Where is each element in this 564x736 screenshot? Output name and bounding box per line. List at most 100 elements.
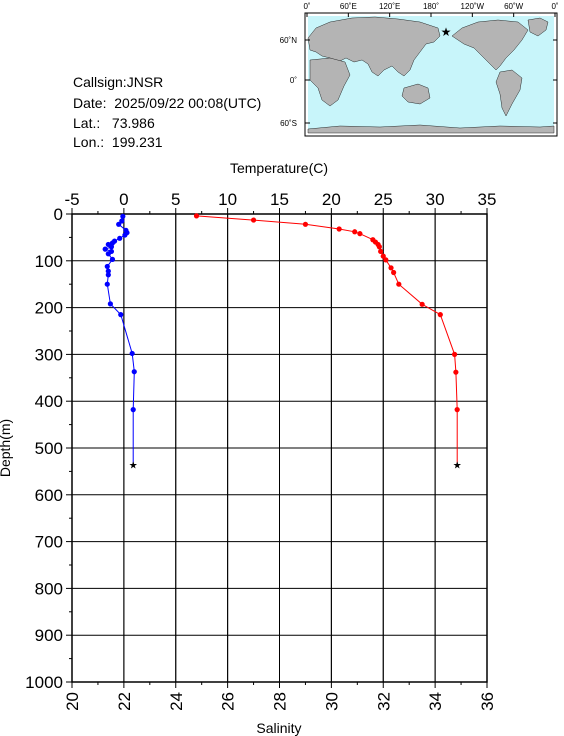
temperature-point <box>119 218 125 224</box>
salinity-tick-label: 24 <box>167 692 186 711</box>
salinity-point <box>454 407 460 413</box>
salinity-tick-label: 36 <box>478 692 497 711</box>
land-africa <box>309 57 351 107</box>
temperature-point <box>107 301 113 307</box>
salinity-point <box>388 265 394 271</box>
salinity-point <box>370 237 376 243</box>
salinity-point <box>193 213 200 219</box>
callsign-label: Callsign: <box>73 74 127 90</box>
land-greenland <box>527 17 549 37</box>
map-top-label: 120˚W <box>461 2 485 11</box>
land-south-america <box>495 69 523 117</box>
temperature-point <box>117 235 123 241</box>
temperature-point <box>109 256 116 262</box>
salinity-point-star: ★ <box>453 460 462 471</box>
temperature-point <box>111 238 118 244</box>
temperature-tick-label: 25 <box>374 190 393 209</box>
temperature-point <box>108 248 115 255</box>
land-antarctica <box>307 124 555 134</box>
land-north-america <box>451 19 529 71</box>
plot-frame <box>71 213 488 683</box>
depth-tick-labels: 0 100 200 300 400 500 600 700 800 900 1000 <box>25 205 63 692</box>
salinity-point <box>383 257 389 263</box>
salinity-point <box>419 301 425 307</box>
temperature-tick-labels: -5 0 5 10 15 20 25 30 35 <box>64 190 496 209</box>
land-australia <box>401 83 431 105</box>
map-side-label: 60˚S <box>280 119 297 128</box>
temperature-point <box>104 281 110 287</box>
map-side-label: 0˚ <box>290 76 297 85</box>
map-top-label: 0˚ <box>303 2 310 11</box>
temperature-point <box>116 221 122 227</box>
chart-grid <box>71 213 488 683</box>
lon-label: Lon.: <box>73 134 105 150</box>
lat-label: Lat.: <box>73 115 101 131</box>
temperature-series-line <box>103 216 135 465</box>
temperature-point <box>129 350 135 357</box>
temperature-point <box>105 251 111 257</box>
top-axis-label: Temperature(C) <box>230 160 328 176</box>
temperature-tick-label: 35 <box>478 190 497 209</box>
temperature-point-star: ★ <box>129 460 138 471</box>
callsign-value: JNSR <box>126 74 164 90</box>
salinity-point <box>391 269 397 276</box>
salinity-tick-label: 28 <box>271 692 290 711</box>
temperature-point <box>120 213 126 219</box>
salinity-tick-label: 22 <box>115 692 134 711</box>
temperature-tick-label: 15 <box>270 190 289 209</box>
map-side-labels: 60˚N 0˚ 60˚S <box>280 36 298 128</box>
temperature-point <box>108 244 115 250</box>
temperature-point <box>109 240 116 246</box>
depth-tick-label: 400 <box>35 392 63 411</box>
depth-tick-label: 0 <box>54 205 63 224</box>
chart-minor-ticks <box>66 208 488 688</box>
salinity-point <box>396 281 402 287</box>
salinity-point <box>376 244 382 250</box>
date-label: Date: <box>73 95 107 111</box>
depth-tick-label: 900 <box>35 626 63 645</box>
map-land <box>307 16 555 134</box>
salinity-tick-label: 34 <box>426 692 445 711</box>
salinity-tick-label: 32 <box>374 692 393 711</box>
salinity-point <box>357 231 363 237</box>
salinity-tick-label: 26 <box>219 692 238 711</box>
temperature-tick-label: 30 <box>426 190 445 209</box>
depth-tick-label: 1000 <box>25 673 63 692</box>
temperature-point <box>123 227 129 233</box>
salinity-point <box>451 351 458 357</box>
salinity-series-line <box>196 215 458 465</box>
temperature-tick-label: 5 <box>171 190 180 209</box>
temperature-point <box>124 230 130 236</box>
salinity-point <box>378 248 384 255</box>
date-value: 2025/09/22 00:08(UTC) <box>114 95 262 111</box>
map-top-label: 60˚W <box>504 2 524 11</box>
salinity-tick-label: 20 <box>63 692 82 711</box>
map-top-label: 180˚ <box>423 2 439 11</box>
temperature-tick-label: 10 <box>218 190 237 209</box>
temperature-point <box>102 246 108 252</box>
lon-value: 199.231 <box>111 134 163 150</box>
temperature-tick-label: 20 <box>322 190 341 209</box>
salinity-point <box>437 312 443 318</box>
map-top-label: 120˚E <box>379 2 400 11</box>
y-axis-label: Depth(m) <box>0 419 13 477</box>
temperature-point <box>105 241 111 248</box>
temperature-point <box>130 407 136 413</box>
depth-tick-label: 200 <box>35 299 63 318</box>
depth-tick-label: 800 <box>35 579 63 598</box>
salinity-point <box>375 241 381 248</box>
callsign-line: Callsign:JNSR <box>73 74 163 90</box>
salinity-point <box>302 221 309 227</box>
salinity-tick-label: 30 <box>322 692 341 711</box>
salinity-point <box>372 239 379 245</box>
lon-line: Lon.: 199.231 <box>73 134 163 150</box>
map-top-label: 0˚ <box>551 2 558 11</box>
temperature-point <box>122 232 128 238</box>
series-layer: ★ ★ <box>102 213 462 471</box>
depth-tick-label: 700 <box>35 533 63 552</box>
location-map: 0˚ 60˚E 120˚E 180˚ 120˚W 60˚W 0˚ 60˚N 0˚ 60˚S ★ <box>280 2 559 137</box>
temperature-tick-label: 0 <box>119 190 128 209</box>
map-top-label: 60˚E <box>340 2 357 11</box>
temperature-point <box>105 268 111 274</box>
temperature-point <box>131 369 137 375</box>
